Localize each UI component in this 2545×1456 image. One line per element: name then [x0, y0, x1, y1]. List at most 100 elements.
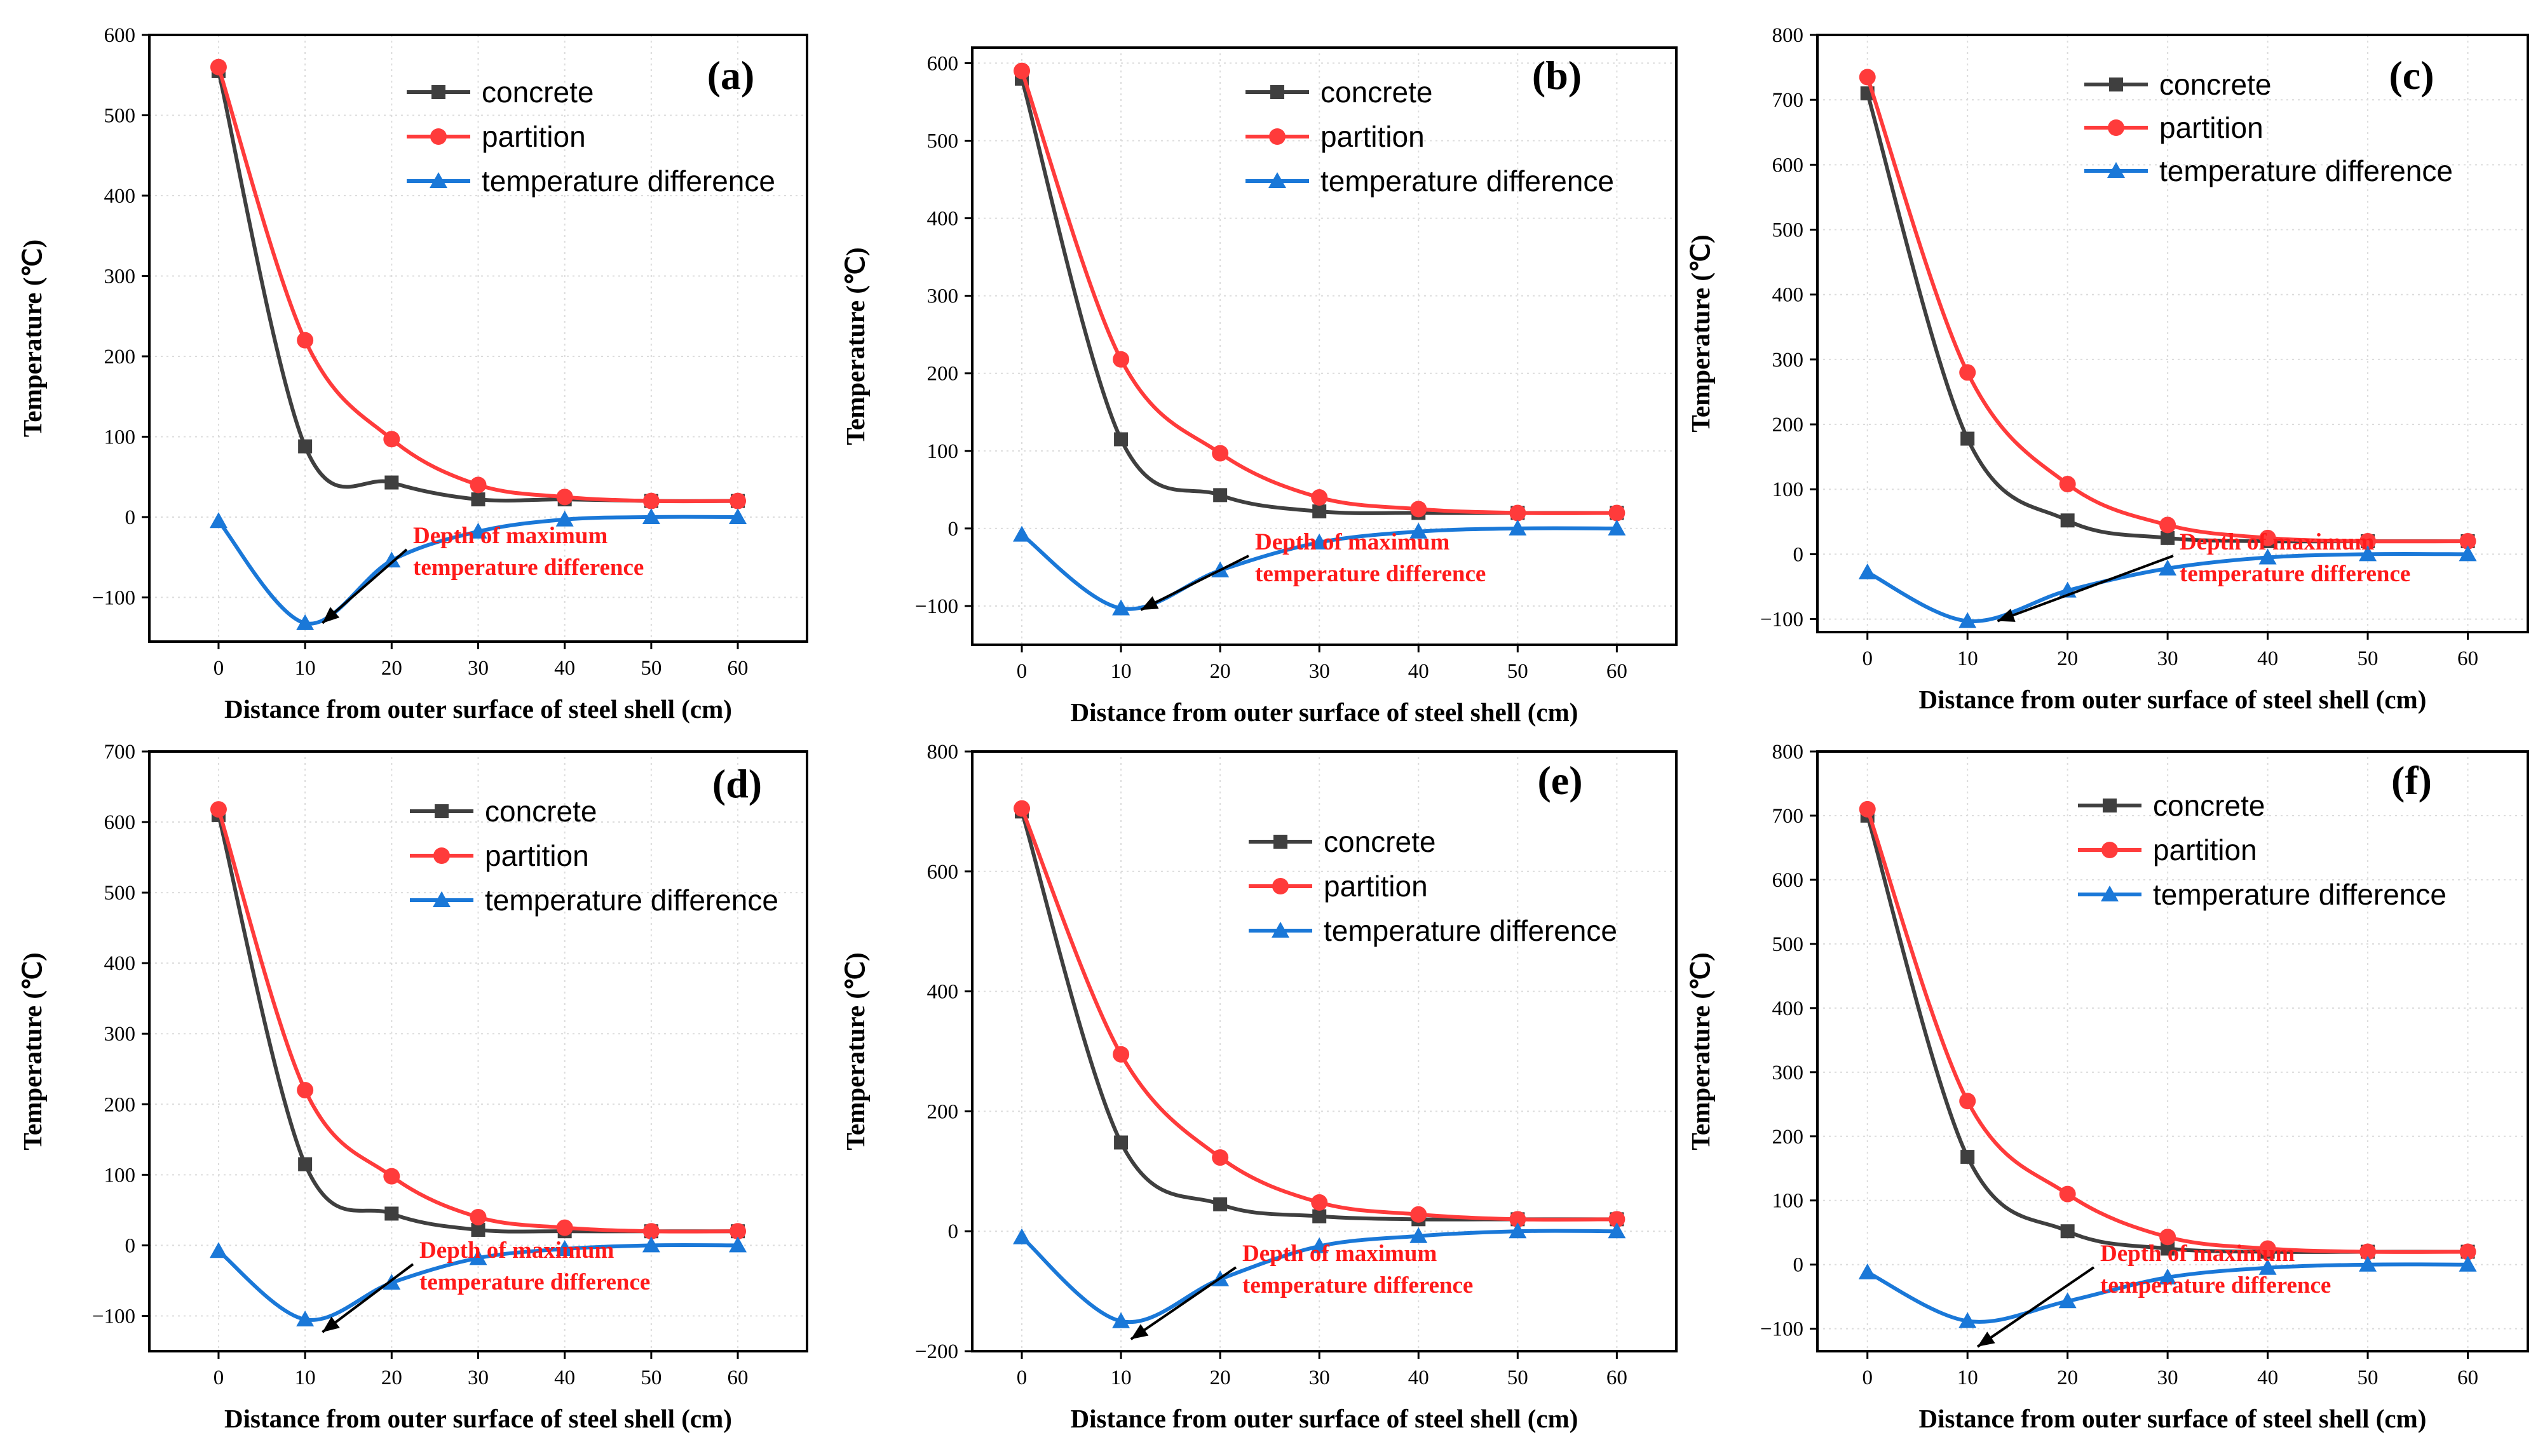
annotation-arrowhead: [1130, 1324, 1149, 1340]
legend-label: concrete: [2159, 68, 2271, 101]
data-point-temperature-difference: [1509, 1222, 1527, 1239]
annotation-arrowhead: [1997, 609, 2016, 622]
data-point-partition: [1113, 351, 1130, 368]
annotation-arrowhead: [322, 1316, 340, 1333]
y-tick-label: 100: [927, 440, 959, 463]
legend-marker: [1272, 922, 1289, 938]
data-point-partition: [297, 1082, 314, 1099]
data-point-temperature-difference: [1608, 519, 1626, 536]
x-tick-label: 0: [1017, 660, 1028, 683]
data-point-partition: [730, 1223, 747, 1240]
data-point-partition: [1608, 1211, 1625, 1228]
data-point-partition: [2459, 1243, 2476, 1260]
data-point-temperature-difference: [296, 1311, 315, 1327]
y-tick-label: 400: [104, 952, 136, 975]
y-tick-label: 0: [125, 506, 136, 529]
y-tick-label: −100: [1760, 1318, 1803, 1341]
y-tick-label: 800: [1772, 741, 1804, 764]
x-tick-label: 60: [728, 1366, 749, 1389]
legend-marker: [2101, 886, 2119, 901]
x-tick-label: 40: [554, 657, 575, 680]
data-point-concrete: [1960, 1150, 1975, 1164]
data-point-concrete: [1114, 432, 1129, 447]
data-point-partition: [210, 801, 227, 818]
annotation-text-line1: Depth of maximum: [1242, 1241, 1437, 1267]
annotation-text-line2: temperature difference: [2180, 561, 2410, 587]
series-line-partition: [1865, 76, 2468, 544]
y-tick-label: 600: [927, 52, 959, 75]
data-point-partition: [470, 1208, 487, 1225]
y-tick-label: 0: [948, 518, 959, 541]
y-tick-label: 200: [927, 363, 959, 386]
plot-frame: [1816, 34, 2529, 633]
data-point-partition: [2359, 532, 2377, 549]
legend-marker: [1268, 172, 1286, 188]
legend-label: concrete: [2153, 789, 2265, 822]
y-tick-label: 600: [104, 811, 136, 834]
data-point-partition: [1311, 1194, 1328, 1211]
x-tick-label: 10: [1111, 1366, 1132, 1389]
x-tick-label: 60: [1606, 660, 1627, 683]
y-tick-label: 400: [927, 981, 959, 1004]
x-tick-label: 30: [1309, 1366, 1330, 1389]
annotation-text-line2: temperature difference: [1242, 1272, 1473, 1298]
legend-label: partition: [485, 839, 589, 872]
annotation-arrow: [322, 1263, 414, 1333]
chart-panel-6: −100 0 100 200 300 400 500 600 700 800 0 10 20 30 40 50…: [1686, 741, 2529, 1433]
data-point-partition: [1859, 800, 1876, 818]
data-point-temperature-difference: [1013, 1228, 1031, 1244]
data-point-concrete: [1213, 1197, 1228, 1211]
data-point-concrete: [298, 439, 313, 454]
legend-label: concrete: [1320, 76, 1432, 109]
panel-label: (e): [1537, 758, 1582, 803]
x-axis-title: Distance from outer surface of steel she…: [224, 694, 732, 724]
data-point-partition: [383, 431, 400, 448]
y-tick-label: 100: [1772, 478, 1804, 501]
x-tick-label: 0: [1017, 1366, 1028, 1389]
data-point-temperature-difference: [2258, 1258, 2277, 1275]
y-tick-label: 500: [1772, 219, 1804, 242]
y-tick-label: 800: [1772, 24, 1804, 47]
data-point-concrete: [384, 475, 399, 490]
data-point-temperature-difference: [642, 1236, 660, 1253]
data-point-partition: [2159, 516, 2176, 534]
data-point-partition: [1959, 364, 1976, 381]
x-tick-label: 0: [214, 1366, 224, 1389]
data-point-temperature-difference: [469, 1249, 487, 1265]
data-point-partition: [2059, 1185, 2076, 1203]
data-point-partition: [2259, 1240, 2276, 1257]
data-point-temperature-difference: [1608, 1222, 1626, 1239]
y-tick-label: 200: [104, 1093, 136, 1116]
data-point-partition: [2259, 529, 2276, 546]
annotation-arrowhead: [1977, 1331, 1995, 1347]
panel-label: (b): [1532, 53, 1582, 98]
x-axis-title: Distance from outer surface of steel she…: [1919, 1404, 2427, 1433]
y-tick-label: 400: [927, 208, 959, 231]
legend-label: concrete: [485, 795, 597, 828]
y-tick-label: 100: [104, 1164, 136, 1187]
legend-label: temperature difference: [1324, 914, 1617, 947]
panel-label: (a): [707, 53, 755, 98]
y-tick-label: 300: [927, 285, 959, 308]
y-tick-label: 300: [104, 265, 136, 288]
legend-marker: [431, 85, 445, 99]
x-tick-label: 30: [1309, 660, 1330, 683]
legend-label: partition: [1320, 120, 1425, 153]
legend-marker: [2103, 799, 2117, 812]
x-tick-label: 50: [1507, 1366, 1528, 1389]
x-tick-label: 20: [381, 657, 402, 680]
x-tick-label: 10: [295, 657, 316, 680]
data-point-temperature-difference: [2459, 545, 2477, 562]
data-point-temperature-difference: [1409, 1227, 1428, 1243]
y-tick-label: 500: [1772, 933, 1804, 956]
legend-label: partition: [2159, 111, 2263, 144]
annotation-text-line1: Depth of maximum: [2180, 529, 2374, 555]
legend-label: temperature difference: [482, 165, 775, 198]
data-point-partition: [642, 492, 660, 509]
legend-label: temperature difference: [485, 884, 778, 917]
data-point-temperature-difference: [642, 508, 660, 524]
x-axis-title: Distance from outer surface of steel she…: [1071, 698, 1578, 727]
data-point-partition: [1608, 504, 1625, 522]
data-point-concrete: [471, 1222, 485, 1237]
legend-marker: [435, 804, 449, 818]
